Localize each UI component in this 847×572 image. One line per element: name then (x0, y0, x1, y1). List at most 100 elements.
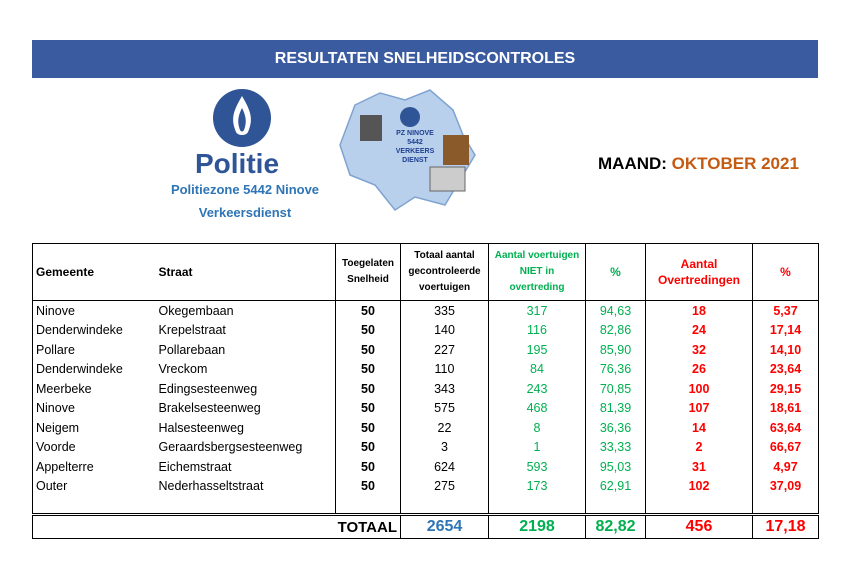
cell: 36,36 (585, 418, 646, 438)
cell: Okegembaan (158, 303, 234, 318)
cell: 195 (488, 340, 586, 360)
month: MAAND: OKTOBER 2021 (598, 154, 799, 174)
cell: Geraardsbergsesteenweg (158, 440, 303, 455)
cell: Eichemstraat (158, 459, 232, 474)
cell: 17,14 (752, 320, 819, 340)
cell: 468 (488, 398, 586, 418)
cell: 66,67 (752, 437, 819, 457)
cell: 343 (400, 379, 489, 399)
cell: Vreckom (158, 362, 208, 377)
cell: 81,39 (585, 398, 646, 418)
badge-line: 5442 (407, 139, 423, 146)
cell: Appelterre (32, 457, 156, 477)
cell: 50 (335, 418, 401, 438)
cell: 23,64 (752, 359, 819, 379)
cell: 2 (645, 437, 753, 457)
cell: Neigem (32, 418, 156, 438)
table-row: Denderwindeke Vreckom 50 110 84 76,36 26 23,64 (32, 359, 819, 379)
cell: 8 (488, 418, 586, 438)
total-cell: 17,18 (752, 513, 819, 539)
logo-zone: Politiezone 5442 Ninove (170, 182, 320, 197)
cell: 84 (488, 359, 586, 379)
cell: 50 (335, 320, 401, 340)
cell: 37,09 (752, 476, 819, 496)
cell: 575 (400, 398, 489, 418)
cell: Krepelstraat (158, 323, 226, 338)
cell: 4,97 (752, 457, 819, 477)
cell: 29,15 (752, 379, 819, 399)
cell: Pollarebaan (158, 342, 226, 357)
total-cell: 456 (645, 513, 753, 539)
cell: 50 (335, 379, 401, 399)
spacer-cell (156, 496, 336, 515)
cell: 227 (400, 340, 489, 360)
spacer-row (32, 496, 819, 515)
table-row: Pollare Pollarebaan 50 227 195 85,90 32 14,10 (32, 340, 819, 360)
month-value: OKTOBER 2021 (671, 154, 799, 173)
table-row: Denderwindeke Krepelstraat 50 140 116 82,86 24… (32, 320, 819, 340)
total-cell: 82,82 (585, 513, 646, 539)
cell: 18,61 (752, 398, 819, 418)
cell: 110 (400, 359, 489, 379)
cell: 624 (400, 457, 489, 477)
cell: 102 (645, 476, 753, 496)
results-table: Gemeente Straat Toegelaten Snelheid Totaal … (32, 243, 819, 539)
cell: 5,37 (752, 300, 819, 321)
cell: 335 (400, 300, 489, 321)
cell: 275 (400, 476, 489, 496)
cell: Brakelsesteenweg (158, 401, 261, 416)
cell: 76,36 (585, 359, 646, 379)
table-row: Meerbeke Edingsesteenweg 50 343 243 70,85 100 2… (32, 379, 819, 399)
cell: Pollare (32, 340, 156, 360)
cell: Ninove (32, 398, 156, 418)
cell: 24 (645, 320, 753, 340)
header-row: Gemeente Straat Toegelaten Snelheid Totaal … (32, 243, 819, 301)
cell: 50 (335, 300, 401, 321)
badge-line: VERKEERS (396, 148, 435, 155)
cell: 94,63 (585, 300, 646, 321)
cell: 107 (645, 398, 753, 418)
cell: 3 (400, 437, 489, 457)
total-cell: 2654 (400, 513, 489, 539)
spacer-cell (488, 496, 586, 515)
cell: 33,33 (585, 437, 646, 457)
title: RESULTATEN SNELHEIDSCONTROLES (274, 50, 576, 67)
total-cell: 2198 (488, 513, 586, 539)
column-header: % (752, 243, 819, 301)
table-row: Ninove Brakelsesteenweg 50 575 468 81,39 107 18… (32, 398, 819, 418)
cell: 95,03 (585, 457, 646, 477)
cell: Denderwindeke (32, 320, 156, 340)
police-logo (213, 89, 271, 147)
table-row: Neigem Halsesteenweg 50 22 8 36,36 14 63,64 (32, 418, 819, 438)
cell: 82,86 (585, 320, 646, 340)
column-header: Aantal voertuigen NIET in overtreding (488, 243, 586, 301)
cell: 22 (400, 418, 489, 438)
zone-map: PZ NINOVE 5442 VERKEERS DIENST (339, 89, 476, 211)
spacer-cell (752, 496, 819, 515)
cell: Meerbeke (32, 379, 156, 399)
cell: 50 (335, 476, 401, 496)
cell: Ninove (32, 300, 156, 321)
column-header: Toegelaten Snelheid (335, 243, 401, 301)
logo-name: Politie (195, 148, 280, 179)
cell: 1 (488, 437, 586, 457)
cell: 18 (645, 300, 753, 321)
cell: 50 (335, 437, 401, 457)
cell: 62,91 (585, 476, 646, 496)
badge-line: PZ NINOVE (396, 130, 434, 137)
cell: 50 (335, 340, 401, 360)
cell: 173 (488, 476, 586, 496)
cell: 243 (488, 379, 586, 399)
cell: 100 (645, 379, 753, 399)
cell: Edingsesteenweg (158, 381, 258, 396)
column-header: % (585, 243, 646, 301)
cell: 140 (400, 320, 489, 340)
column-header: Gemeente (32, 243, 156, 301)
cell: 50 (335, 457, 401, 477)
cell: Outer (32, 476, 156, 496)
table-row: Outer Nederhasseltstraat 50 275 173 62,91 102 3… (32, 476, 819, 496)
cell: 116 (488, 320, 586, 340)
cell: 70,85 (585, 379, 646, 399)
spacer-cell (645, 496, 753, 515)
